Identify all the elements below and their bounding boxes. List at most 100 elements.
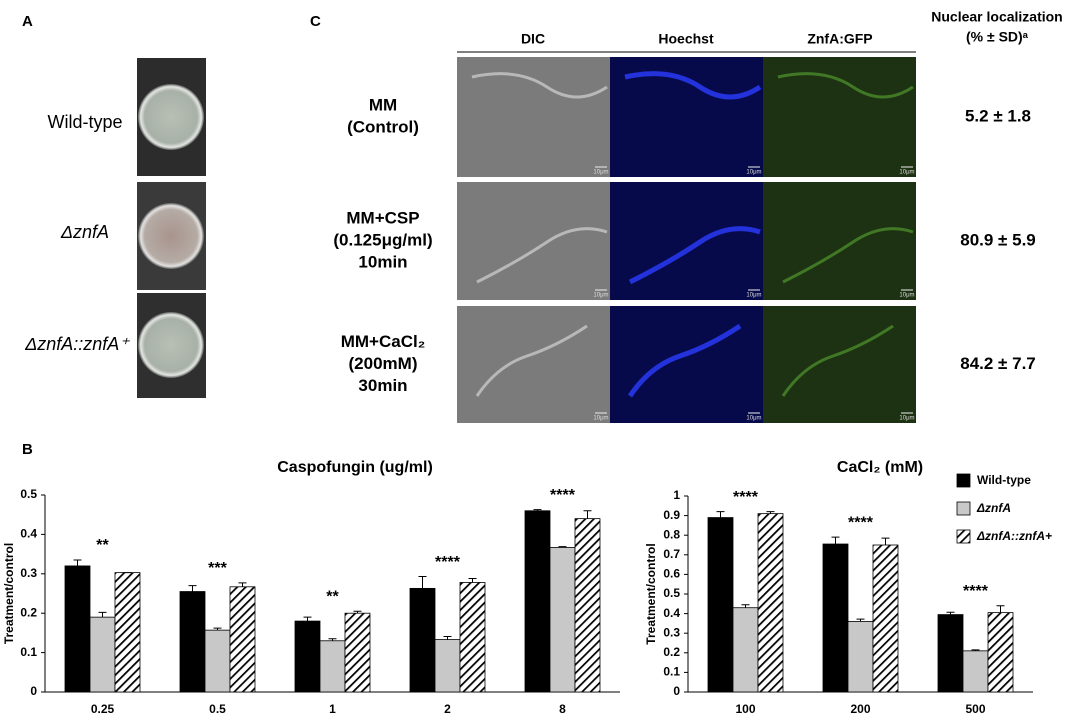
bar: [707, 517, 734, 693]
y-tick-label: 0.2: [20, 605, 37, 619]
hypha: [624, 71, 762, 100]
condition-label: MM+CaCl₂: [341, 332, 426, 351]
x-tick-label: 0.25: [91, 702, 115, 716]
significance: **: [96, 537, 109, 554]
scale-bar-label: 10μm: [593, 416, 608, 422]
y-tick-label: 0.4: [20, 527, 37, 541]
bar: [524, 510, 551, 693]
strain-label: ΔznfA: [60, 222, 109, 242]
hypha: [782, 227, 914, 284]
chart-title: Caspofungin (ug/ml): [277, 459, 433, 476]
panel-label: A: [22, 13, 33, 30]
x-tick-label: 2: [444, 702, 451, 716]
error-bar: [443, 635, 452, 640]
scale-bar-label: 10μm: [746, 416, 761, 422]
hypha: [628, 226, 761, 285]
micrograph: [763, 306, 916, 423]
legend-swatch: [956, 473, 971, 488]
error-bar: [328, 638, 337, 641]
error-bar: [418, 576, 427, 589]
micrograph: [457, 182, 610, 300]
error-bar: [741, 604, 750, 608]
hypha: [475, 324, 588, 397]
legend-swatch: [956, 501, 971, 516]
y-tick-label: 0.5: [663, 586, 680, 600]
bar: [937, 614, 964, 693]
bar: [409, 587, 436, 693]
x-tick-label: 0.5: [209, 702, 226, 716]
bar: [434, 639, 461, 693]
legend-label: ΔznfA: [976, 501, 1011, 515]
scale-bar-label: 10μm: [593, 293, 608, 299]
error-bar: [583, 510, 592, 519]
micrograph: [763, 57, 916, 177]
condition-label: 10min: [358, 252, 407, 271]
y-tick-label: 0.2: [663, 645, 680, 659]
micrograph: [610, 306, 763, 423]
bar: [822, 543, 849, 693]
bar: [962, 650, 989, 693]
scale-bar-label: 10μm: [899, 293, 914, 299]
condition-label: (0.125μg/ml): [333, 230, 432, 249]
y-tick-label: 0.6: [663, 567, 680, 581]
scale-bar-label: 10μm: [746, 293, 761, 299]
error-bar: [188, 585, 197, 592]
error-bar: [353, 610, 362, 614]
legend-label: Wild-type: [977, 473, 1031, 487]
bar: [757, 513, 784, 693]
bar: [64, 565, 91, 693]
y-tick-label: 0.7: [663, 547, 680, 561]
micrograph: [457, 57, 610, 177]
condition-label: MM: [369, 95, 397, 114]
scale-bar-label: 10μm: [899, 416, 914, 422]
y-tick-label: 0.1: [20, 645, 37, 659]
panel-label: C: [310, 13, 321, 30]
error-bar: [213, 627, 222, 631]
bar: [459, 582, 486, 693]
error-bar: [238, 582, 247, 587]
x-tick-label: 100: [735, 702, 755, 716]
y-tick-label: 0.9: [663, 508, 680, 522]
y-tick-label: 0: [673, 684, 680, 698]
y-tick-label: 0.3: [663, 625, 680, 639]
y-tick-label: 0.5: [20, 487, 37, 501]
y-tick-label: 0.4: [663, 606, 680, 620]
error-bar: [856, 618, 865, 622]
hypha: [627, 323, 742, 398]
error-bar: [98, 611, 107, 618]
y-axis-label: Treatment/control: [644, 543, 658, 644]
error-bar: [468, 578, 477, 583]
x-tick-label: 200: [850, 702, 870, 716]
significance: ****: [848, 514, 874, 531]
bar: [89, 616, 116, 693]
bar: [229, 586, 256, 693]
x-tick-label: 500: [965, 702, 985, 716]
error-bar: [946, 611, 955, 615]
bar: [179, 591, 206, 693]
localization-value: 84.2 ± 7.7: [960, 354, 1036, 373]
significance: ***: [208, 560, 227, 577]
error-bar: [766, 511, 775, 514]
column-header: ZnfA:GFP: [807, 31, 872, 47]
localization-value: 80.9 ± 5.9: [960, 230, 1036, 249]
value-header: (% ± SD)ᵃ: [966, 29, 1029, 45]
hypha: [781, 324, 894, 397]
panel-label: B: [22, 441, 33, 458]
bar: [574, 518, 601, 693]
y-tick-label: 0.3: [20, 566, 37, 580]
bar: [732, 607, 759, 693]
significance: ****: [963, 583, 989, 600]
condition-label: 30min: [358, 376, 407, 395]
condition-label: MM+CSP: [346, 208, 419, 227]
error-bar: [971, 649, 980, 651]
significance: ****: [733, 489, 759, 506]
plate-images: [137, 58, 206, 398]
y-tick-label: 1: [673, 488, 680, 502]
hypha: [777, 72, 914, 99]
strain-label: ΔznfA::znfA⁺: [24, 334, 130, 354]
hypha: [471, 72, 608, 99]
error-bar: [73, 559, 82, 566]
bar: [204, 629, 231, 693]
bar: [987, 612, 1014, 693]
